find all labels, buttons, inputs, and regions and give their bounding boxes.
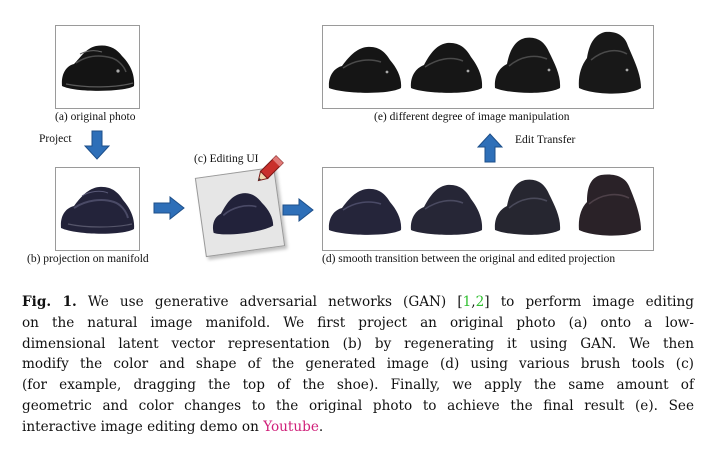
label-c: (c) Editing UI	[194, 153, 259, 165]
transition-shoes-image	[328, 174, 641, 236]
label-b: (b) projection on manifold	[27, 253, 149, 265]
caption-text: .	[318, 418, 324, 435]
caption-text: ] to perform image editing	[484, 294, 694, 310]
youtube-link[interactable]: Youtube	[263, 418, 319, 435]
pencil-icon	[257, 155, 284, 182]
projected-shoe-image	[60, 186, 135, 234]
label-project: Project	[39, 133, 72, 145]
caption-line: modify the color and shape of the genera…	[22, 356, 694, 373]
editing-ui-panel	[194, 166, 286, 258]
caption-line: geometric and color changes to the origi…	[22, 397, 694, 414]
caption-text: ,	[471, 294, 476, 310]
transition-panel	[322, 167, 654, 251]
original-shoe-image	[61, 45, 135, 91]
original-photo-panel	[55, 25, 140, 109]
caption-text: We use generative adversarial networks (…	[87, 294, 463, 310]
caption-text: interactive image editing demo on	[22, 418, 264, 435]
right-arrow-icon	[282, 198, 314, 222]
caption-line: (for example, dragging the top of the sh…	[22, 377, 694, 394]
citation-link[interactable]: 1	[462, 294, 472, 310]
caption-line: on the natural image manifold. We first …	[22, 314, 694, 331]
right-arrow-icon	[153, 196, 185, 220]
figure-label: Fig. 1.	[22, 294, 77, 310]
label-a: (a) original photo	[55, 111, 136, 123]
caption-line: Fig. 1. We use generative adversarial ne…	[22, 292, 694, 313]
caption-line: dimensional latent vector representation…	[22, 335, 694, 352]
editing-shoe-image	[213, 193, 274, 235]
manipulation-panel	[322, 25, 654, 109]
label-edit-transfer: Edit Transfer	[515, 134, 576, 146]
caption-line: interactive image editing demo on Youtub…	[22, 417, 694, 438]
citation-link[interactable]: 2	[475, 294, 485, 310]
projection-panel	[55, 167, 140, 251]
label-e: (e) different degree of image manipulati…	[374, 111, 570, 123]
up-arrow-icon	[477, 133, 503, 163]
label-d: (d) smooth transition between the origin…	[322, 253, 616, 265]
figure-caption: Fig. 1. We use generative adversarial ne…	[22, 292, 694, 438]
manipulation-shoes-image	[328, 31, 641, 94]
down-arrow-icon	[84, 130, 110, 160]
